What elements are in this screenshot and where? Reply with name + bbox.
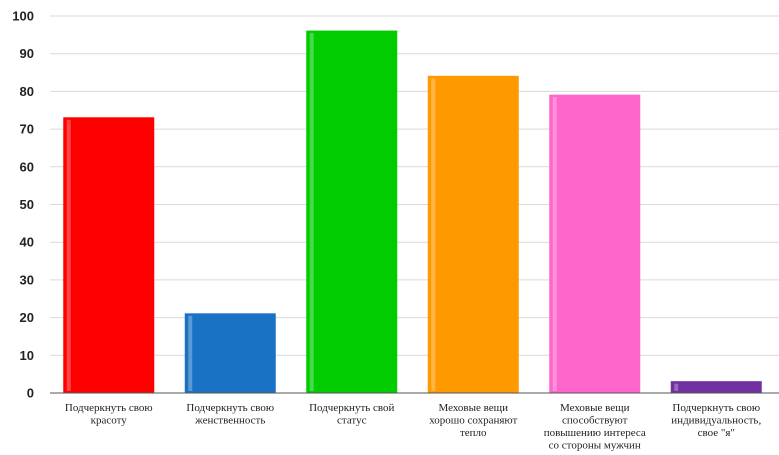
y-tick-label: 40 <box>20 235 34 250</box>
bar <box>549 94 641 394</box>
bar-highlight <box>431 78 436 391</box>
bar-fill <box>427 75 519 394</box>
bar <box>63 117 155 394</box>
bar-fill <box>549 94 641 394</box>
y-tick-label: 20 <box>20 310 34 325</box>
bar <box>184 313 276 394</box>
bar-highlight <box>188 315 193 391</box>
y-tick-label: 70 <box>20 122 34 137</box>
y-tick-label: 90 <box>20 46 34 61</box>
y-tick-label: 80 <box>20 84 34 99</box>
y-axis-tick-labels: 0 10 20 30 40 50 60 70 80 90 100 <box>12 9 34 401</box>
x-category-label-line: Подчеркнуть свой <box>309 402 394 414</box>
x-category-label: Меховые вещи хорошо сохраняют тепло <box>429 402 517 439</box>
bar-fill <box>670 381 762 394</box>
x-category-label-line: со стороны мужчин <box>549 440 641 452</box>
bar <box>306 30 398 394</box>
bar-fill <box>63 117 155 394</box>
x-category-label-line: Меховые вещи <box>438 402 508 414</box>
y-tick-label: 50 <box>20 197 34 212</box>
bars <box>63 30 762 394</box>
y-tick-label: 10 <box>20 348 34 363</box>
bar-highlight <box>674 383 679 391</box>
x-category-label-line: статус <box>337 415 367 427</box>
x-category-label-line: свое "я" <box>698 427 735 439</box>
y-tick-label: 0 <box>27 386 34 401</box>
x-category-label-line: повышению интереса <box>544 427 646 439</box>
x-category-label-line: тепло <box>460 427 487 439</box>
y-tick-label: 60 <box>20 159 34 174</box>
x-category-label: Подчеркнуть свою индивидуальность, свое "я… <box>671 402 761 439</box>
x-category-label-line: Меховые вещи <box>560 402 630 414</box>
x-category-label-line: хорошо сохраняют <box>429 415 517 427</box>
x-category-label-line: способствуют <box>562 415 628 427</box>
bar <box>427 75 519 394</box>
gridlines <box>50 15 779 356</box>
y-tick-label: 100 <box>12 9 34 24</box>
x-category-label: Подчеркнуть свою женственность <box>186 402 274 427</box>
bar <box>670 381 762 394</box>
x-category-label-line: Подчеркнуть свою <box>65 402 153 414</box>
y-tick-label: 30 <box>20 272 34 287</box>
x-category-label-line: Подчеркнуть свою <box>186 402 274 414</box>
x-category-label-line: Подчеркнуть свою <box>672 402 760 414</box>
bar-highlight <box>309 33 314 391</box>
x-category-label: Подчеркнуть свой статус <box>309 402 394 427</box>
x-category-label: Меховые вещи способствуют повышению интере… <box>544 402 646 452</box>
bar-highlight <box>66 119 71 391</box>
x-category-label: Подчеркнуть свою красоту <box>65 402 153 427</box>
x-category-label-line: индивидуальность, <box>671 415 761 427</box>
x-category-label-line: красоту <box>91 415 128 427</box>
bar-fill <box>184 313 276 394</box>
bar-highlight <box>552 97 557 392</box>
x-category-label-line: женственность <box>194 415 265 427</box>
bar-fill <box>306 30 398 394</box>
